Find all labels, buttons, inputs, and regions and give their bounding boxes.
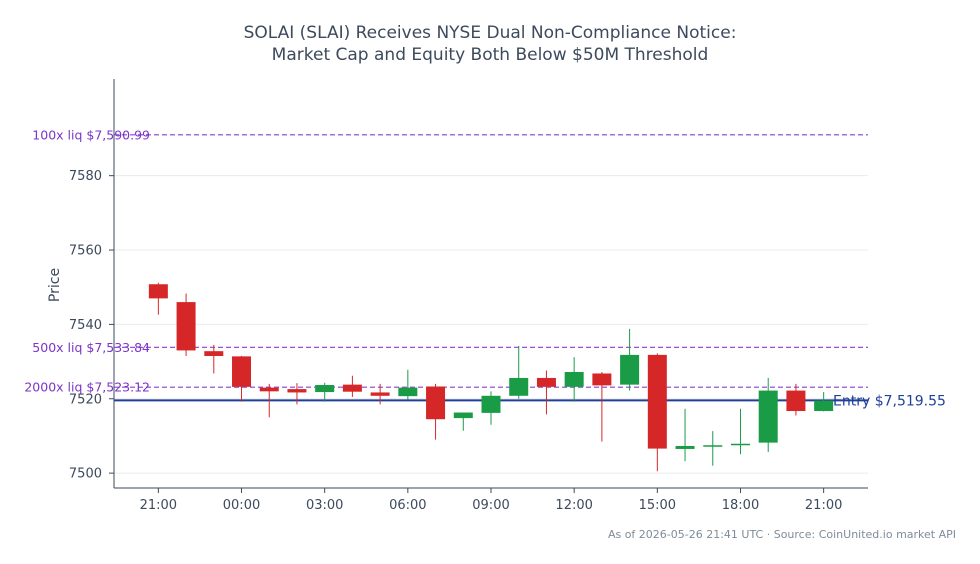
tick-labels: 7500 7520 7540 7560 7580 21:00 00:00 03:00 06:00… — [24, 127, 946, 513]
candle-up — [398, 369, 418, 400]
candle-down — [287, 383, 307, 405]
candle-down — [536, 370, 556, 415]
candle-body — [564, 371, 584, 387]
candle-up — [453, 412, 473, 431]
axes — [109, 79, 868, 493]
candle-body — [370, 392, 390, 396]
candle-up — [564, 357, 584, 402]
liquidation-label: 100x liq $7,590.99 — [32, 127, 150, 142]
candle-down — [176, 293, 196, 357]
candle-down — [259, 383, 279, 418]
candle-up — [509, 345, 529, 399]
x-tick-label: 21:00 — [140, 498, 177, 513]
y-tick-label: 7520 — [69, 392, 102, 407]
candle-body — [204, 351, 224, 357]
y-tick-label: 7580 — [69, 169, 102, 184]
liquidation-label: 2000x liq $7,523.12 — [24, 380, 150, 395]
x-tick-label: 03:00 — [306, 498, 343, 513]
candle-body — [592, 373, 612, 386]
candle-body — [232, 356, 252, 387]
candle-up — [758, 377, 778, 452]
reference-lines — [114, 134, 868, 402]
candle-body — [426, 386, 446, 420]
candle-down — [592, 371, 612, 442]
candle-up — [620, 328, 640, 391]
y-tick-label: 7540 — [69, 318, 102, 333]
candle-body — [536, 377, 556, 387]
candle-body — [675, 445, 695, 449]
candle-body — [647, 354, 667, 449]
candle-body — [814, 400, 834, 412]
candle-body — [315, 385, 335, 393]
chart-title-line-2: Market Cap and Equity Both Below $50M Th… — [272, 45, 709, 65]
candle-down — [647, 353, 667, 472]
candle-up — [703, 431, 723, 466]
chart-title-line-1: SOLAI (SLAI) Receives NYSE Dual Non-Comp… — [244, 23, 737, 43]
y-tick-label: 7500 — [69, 467, 102, 482]
x-tick-label: 06:00 — [389, 498, 426, 513]
candle-up — [814, 392, 834, 412]
candle-body — [176, 302, 196, 351]
entry-price-label: Entry $7,519.55 — [833, 393, 946, 409]
candle-body — [509, 377, 529, 396]
candle-down — [148, 282, 168, 315]
candle-body — [398, 387, 418, 397]
x-tick-label: 09:00 — [472, 498, 509, 513]
candle-up — [675, 408, 695, 462]
candle-down — [786, 383, 806, 416]
candle-body — [758, 390, 778, 443]
footer-source-note: As of 2026-05-26 21:41 UTC · Source: Coi… — [608, 528, 956, 541]
x-tick-label: 12:00 — [555, 498, 592, 513]
candle-body — [259, 387, 279, 392]
candle-up — [730, 408, 750, 455]
gridlines — [114, 175, 868, 474]
x-tick-label: 00:00 — [223, 498, 260, 513]
candle-down — [342, 375, 362, 397]
candle-up — [315, 382, 335, 402]
candle-body — [342, 384, 362, 392]
candles — [148, 282, 834, 472]
x-tick-label: 15:00 — [639, 498, 676, 513]
candle-body — [730, 443, 750, 446]
candle-down — [426, 383, 446, 440]
candle-down — [232, 356, 252, 402]
y-axis-title: Price — [47, 268, 63, 302]
candle-body — [620, 354, 640, 385]
candle-body — [481, 395, 501, 413]
candle-body — [703, 445, 723, 447]
candle-up — [481, 391, 501, 425]
candle-body — [287, 389, 307, 393]
candle-down — [370, 383, 390, 405]
candle-body — [453, 412, 473, 419]
x-tick-label: 18:00 — [722, 498, 759, 513]
liquidation-label: 500x liq $7,533.84 — [32, 340, 150, 355]
y-tick-label: 7560 — [69, 244, 102, 259]
x-tick-label: 21:00 — [805, 498, 842, 513]
candle-body — [786, 390, 806, 412]
candle-body — [148, 284, 168, 299]
candle-down — [204, 344, 224, 374]
